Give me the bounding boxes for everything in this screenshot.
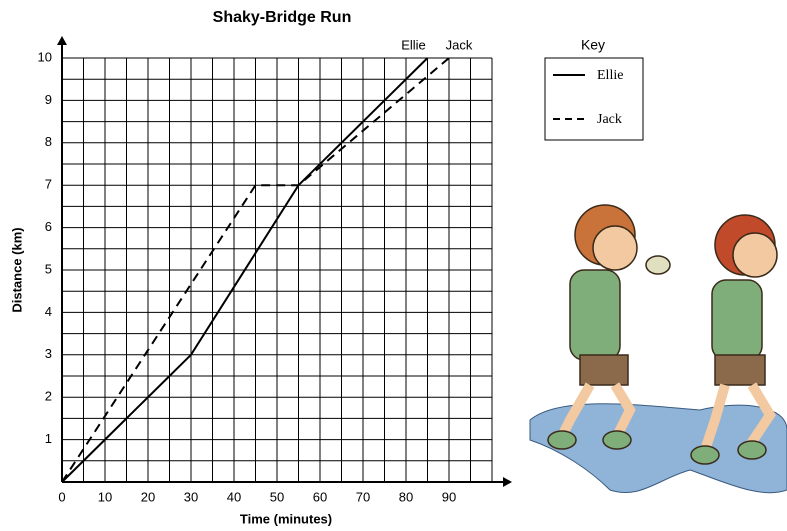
y-tick-label: 1 bbox=[45, 431, 52, 446]
x-axis-arrow bbox=[503, 477, 512, 487]
chart-title: Shaky-Bridge Run bbox=[213, 9, 352, 26]
y-tick-label: 5 bbox=[45, 261, 52, 276]
x-tick-label: 70 bbox=[356, 489, 370, 504]
x-tick-label: 80 bbox=[399, 489, 413, 504]
x-tick-label: 40 bbox=[227, 489, 241, 504]
legend-label: Jack bbox=[597, 112, 622, 127]
x-axis-label: Time (minutes) bbox=[240, 511, 332, 526]
line-end-label: Jack bbox=[446, 37, 473, 52]
y-tick-label: 9 bbox=[45, 92, 52, 107]
x-tick-label: 30 bbox=[184, 489, 198, 504]
x-tick-label: 20 bbox=[141, 489, 155, 504]
line-end-label: Ellie bbox=[401, 37, 426, 52]
x-tick-label: 60 bbox=[313, 489, 327, 504]
y-tick-label: 7 bbox=[45, 177, 52, 192]
y-axis-label: Distance (km) bbox=[9, 227, 24, 312]
illustration bbox=[530, 205, 787, 493]
legend-box bbox=[545, 58, 643, 140]
x-tick-label: 0 bbox=[58, 489, 65, 504]
x-tick-label: 50 bbox=[270, 489, 284, 504]
y-tick-label: 3 bbox=[45, 346, 52, 361]
legend-title: Key bbox=[581, 37, 605, 53]
y-tick-label: 6 bbox=[45, 219, 52, 234]
x-tick-label: 10 bbox=[98, 489, 112, 504]
y-axis-arrow bbox=[57, 36, 67, 45]
y-tick-label: 8 bbox=[45, 134, 52, 149]
chart: Shaky-Bridge Run Time (minutes) Distance… bbox=[0, 0, 787, 531]
y-tick-label: 4 bbox=[45, 304, 52, 319]
y-tick-label: 2 bbox=[45, 389, 52, 404]
legend-label: Ellie bbox=[597, 68, 623, 83]
y-tick-label: 10 bbox=[38, 49, 52, 64]
x-tick-label: 90 bbox=[442, 489, 456, 504]
